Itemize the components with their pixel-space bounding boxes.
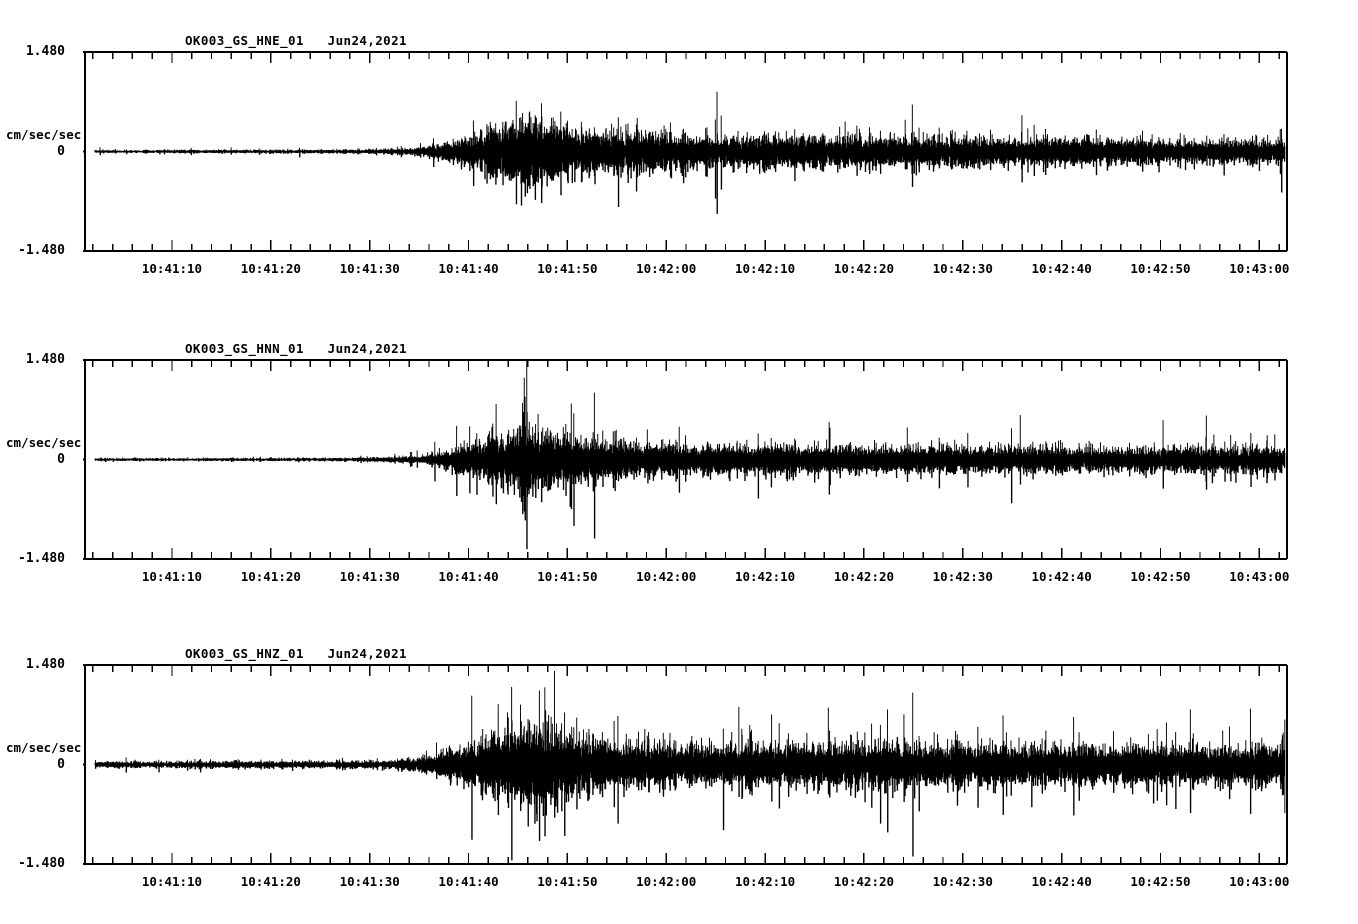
- y-tick-label-bottom-hnz: -1.480: [18, 856, 65, 871]
- x-tick-label: 10:41:40: [438, 874, 499, 889]
- y-axis-unit-label-hne: cm/sec/sec: [6, 126, 82, 142]
- panel-title-hne: OK003_GS_HNE_01 Jun24,2021: [185, 33, 407, 48]
- x-tick-label: 10:41:50: [537, 874, 598, 889]
- y-tick-label-zero-hne: 0: [57, 143, 65, 159]
- x-tick-label: 10:42:00: [636, 569, 697, 584]
- x-tick-label: 10:42:10: [734, 261, 796, 276]
- x-tick-label: 10:42:30: [932, 261, 993, 276]
- x-tick-label: 10:42:20: [833, 569, 895, 584]
- y-tick-label-bottom-hne: -1.480: [18, 243, 65, 258]
- waveform-trace-hnn: [94, 360, 1286, 550]
- x-tick-label: 10:41:20: [240, 874, 301, 889]
- x-tick-label: 10:42:40: [1031, 261, 1092, 276]
- x-tick-label: 10:41:50: [537, 569, 598, 584]
- x-tick-label: 10:42:50: [1130, 874, 1191, 889]
- x-tick-label: 10:41:10: [141, 874, 203, 889]
- waveform-trace-hne: [94, 91, 1286, 215]
- x-tick-label: 10:41:10: [141, 261, 203, 276]
- y-tick-label-bottom-hnn: -1.480: [18, 551, 65, 566]
- x-tick-label: 10:41:30: [339, 261, 400, 276]
- x-tick-label: 10:43:00: [1229, 261, 1290, 276]
- x-tick-label: 10:42:40: [1031, 874, 1092, 889]
- x-tick-label: 10:41:20: [240, 261, 301, 276]
- x-tick-label: 10:42:30: [932, 874, 993, 889]
- x-tick-label: 10:42:30: [932, 569, 993, 584]
- plot-area-hnz: [83, 664, 1288, 865]
- plot-area-hnn: [83, 359, 1288, 560]
- x-tick-label: 10:41:40: [438, 261, 499, 276]
- x-tick-label: 10:41:20: [240, 569, 301, 584]
- waveform-trace-hnz: [94, 671, 1286, 861]
- x-tick-label: 10:42:20: [833, 261, 895, 276]
- y-tick-label-zero-hnn: 0: [57, 451, 65, 467]
- panel-title-hnn: OK003_GS_HNN_01 Jun24,2021: [185, 341, 407, 356]
- x-tick-label: 10:42:00: [636, 874, 697, 889]
- x-tick-label: 10:42:40: [1031, 569, 1092, 584]
- y-axis-unit-label-hnn: cm/sec/sec: [6, 434, 82, 450]
- plot-area-hne: [83, 51, 1288, 252]
- y-axis-unit-label-hnz: cm/sec/sec: [6, 739, 82, 755]
- y-tick-label-zero-hnz: 0: [57, 756, 65, 772]
- y-tick-label-top-hne: 1.480: [25, 44, 65, 59]
- x-tick-label: 10:42:00: [636, 261, 697, 276]
- x-tick-label: 10:43:00: [1229, 874, 1290, 889]
- x-tick-label: 10:41:50: [537, 261, 598, 276]
- panel-title-hnz: OK003_GS_HNZ_01 Jun24,2021: [185, 646, 407, 661]
- x-tick-label: 10:42:50: [1130, 261, 1191, 276]
- x-tick-label: 10:41:10: [141, 569, 203, 584]
- x-tick-label: 10:43:00: [1229, 569, 1290, 584]
- x-tick-label: 10:42:50: [1130, 569, 1191, 584]
- x-tick-label: 10:42:10: [734, 874, 796, 889]
- x-tick-label: 10:41:30: [339, 569, 400, 584]
- y-tick-label-top-hnz: 1.480: [25, 657, 65, 672]
- x-tick-label: 10:42:10: [734, 569, 796, 584]
- y-tick-label-top-hnn: 1.480: [25, 352, 65, 367]
- x-tick-label: 10:41:30: [339, 874, 400, 889]
- x-tick-label: 10:42:20: [833, 874, 895, 889]
- x-tick-label: 10:41:40: [438, 569, 499, 584]
